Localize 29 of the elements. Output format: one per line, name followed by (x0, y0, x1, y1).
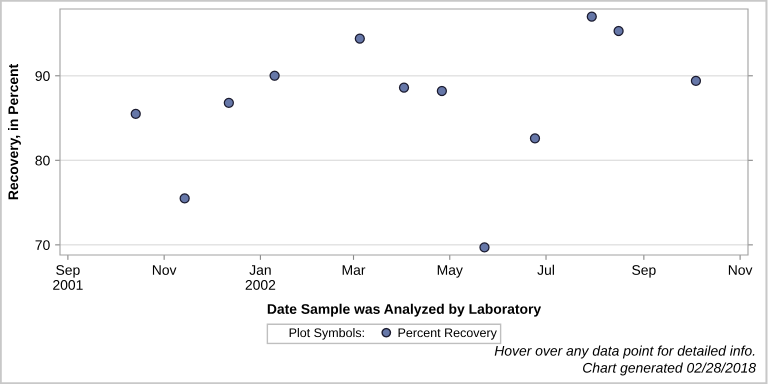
x-tick-label: May (438, 265, 463, 278)
x-tick-label: Nov (152, 265, 176, 275)
point (224, 98, 234, 108)
x-axis-title: Date Sample was Analyzed by Laboratory (268, 304, 542, 317)
y-tick-label: 70 (36, 240, 50, 250)
x-tick-label: Jul (537, 264, 554, 275)
y-axis-title: Recovery, in Percent (8, 64, 21, 200)
point (130, 108, 141, 119)
point (436, 86, 447, 96)
legend-label: Percent Recovery (398, 328, 497, 340)
y-tick-label: 80 (35, 156, 50, 166)
point (479, 242, 490, 253)
point (398, 82, 410, 93)
point (180, 193, 190, 204)
point (613, 26, 624, 36)
x-tick-label: Sep 2001 (53, 265, 83, 290)
y-tick-label: 90 (35, 71, 50, 81)
x-tick-label: Sep (632, 265, 656, 278)
point (690, 76, 702, 86)
x-tick-label: Nov (728, 265, 752, 275)
legend-title: Plot Symbols: (290, 328, 364, 340)
point (586, 11, 597, 22)
text: Hover over any data point for detailed info. (494, 346, 754, 358)
point (269, 70, 280, 81)
x-tick-label: Mar (342, 265, 366, 275)
x-tick-label: Jan 2002 (246, 265, 276, 290)
text: Chart generated 02/28/2018 (583, 362, 756, 376)
point (354, 33, 365, 44)
point (530, 133, 540, 144)
